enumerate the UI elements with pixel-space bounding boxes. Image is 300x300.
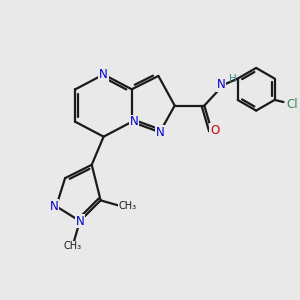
Text: CH₃: CH₃ (63, 241, 82, 251)
Text: Cl: Cl (286, 98, 298, 111)
Text: O: O (210, 124, 219, 137)
Text: H: H (229, 74, 237, 84)
Text: N: N (155, 126, 164, 139)
Text: N: N (99, 68, 108, 81)
Text: N: N (76, 214, 84, 228)
Text: N: N (217, 78, 226, 91)
Text: N: N (50, 200, 58, 213)
Text: CH₃: CH₃ (118, 201, 136, 211)
Text: N: N (129, 116, 138, 128)
